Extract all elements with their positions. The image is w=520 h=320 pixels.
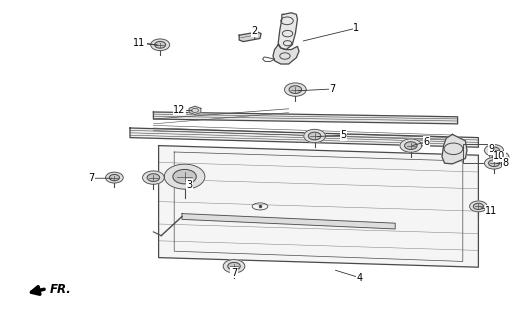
Text: 12: 12 xyxy=(173,105,186,115)
Circle shape xyxy=(496,154,505,160)
Circle shape xyxy=(492,152,509,162)
Circle shape xyxy=(470,201,487,212)
Bar xyxy=(463,144,489,163)
Circle shape xyxy=(173,170,197,184)
Text: 6: 6 xyxy=(423,137,430,147)
Text: 11: 11 xyxy=(485,205,498,216)
Text: 7: 7 xyxy=(330,84,336,94)
Circle shape xyxy=(147,174,160,181)
Circle shape xyxy=(405,142,417,149)
Text: 9: 9 xyxy=(488,144,495,155)
Polygon shape xyxy=(153,112,458,124)
Circle shape xyxy=(485,157,503,169)
Circle shape xyxy=(151,39,170,51)
Circle shape xyxy=(142,171,164,184)
Circle shape xyxy=(223,260,245,273)
Circle shape xyxy=(489,160,500,166)
Circle shape xyxy=(400,139,422,152)
Text: FR.: FR. xyxy=(50,283,72,296)
Polygon shape xyxy=(239,32,261,42)
Text: 7: 7 xyxy=(231,268,237,278)
Text: 3: 3 xyxy=(187,180,193,190)
Polygon shape xyxy=(442,134,467,164)
Text: 2: 2 xyxy=(252,26,258,36)
Text: 11: 11 xyxy=(134,37,147,48)
Circle shape xyxy=(289,86,302,93)
Polygon shape xyxy=(130,128,478,147)
Circle shape xyxy=(304,129,326,143)
Text: 10: 10 xyxy=(493,151,505,161)
Polygon shape xyxy=(159,146,478,267)
Circle shape xyxy=(106,172,123,183)
Circle shape xyxy=(109,174,120,181)
Text: 8: 8 xyxy=(502,157,509,168)
Circle shape xyxy=(164,164,205,189)
Circle shape xyxy=(284,83,306,96)
Polygon shape xyxy=(182,214,395,229)
Circle shape xyxy=(308,132,321,140)
Circle shape xyxy=(155,42,165,48)
Polygon shape xyxy=(273,45,299,64)
Circle shape xyxy=(228,262,240,270)
Text: 1: 1 xyxy=(353,23,359,33)
Polygon shape xyxy=(278,13,297,50)
Polygon shape xyxy=(189,106,201,115)
Circle shape xyxy=(489,147,500,154)
Text: 7: 7 xyxy=(88,173,94,183)
Text: 4: 4 xyxy=(357,273,363,283)
Text: 11: 11 xyxy=(133,38,146,48)
Circle shape xyxy=(485,145,503,156)
Circle shape xyxy=(473,203,484,210)
Text: 5: 5 xyxy=(340,130,346,140)
